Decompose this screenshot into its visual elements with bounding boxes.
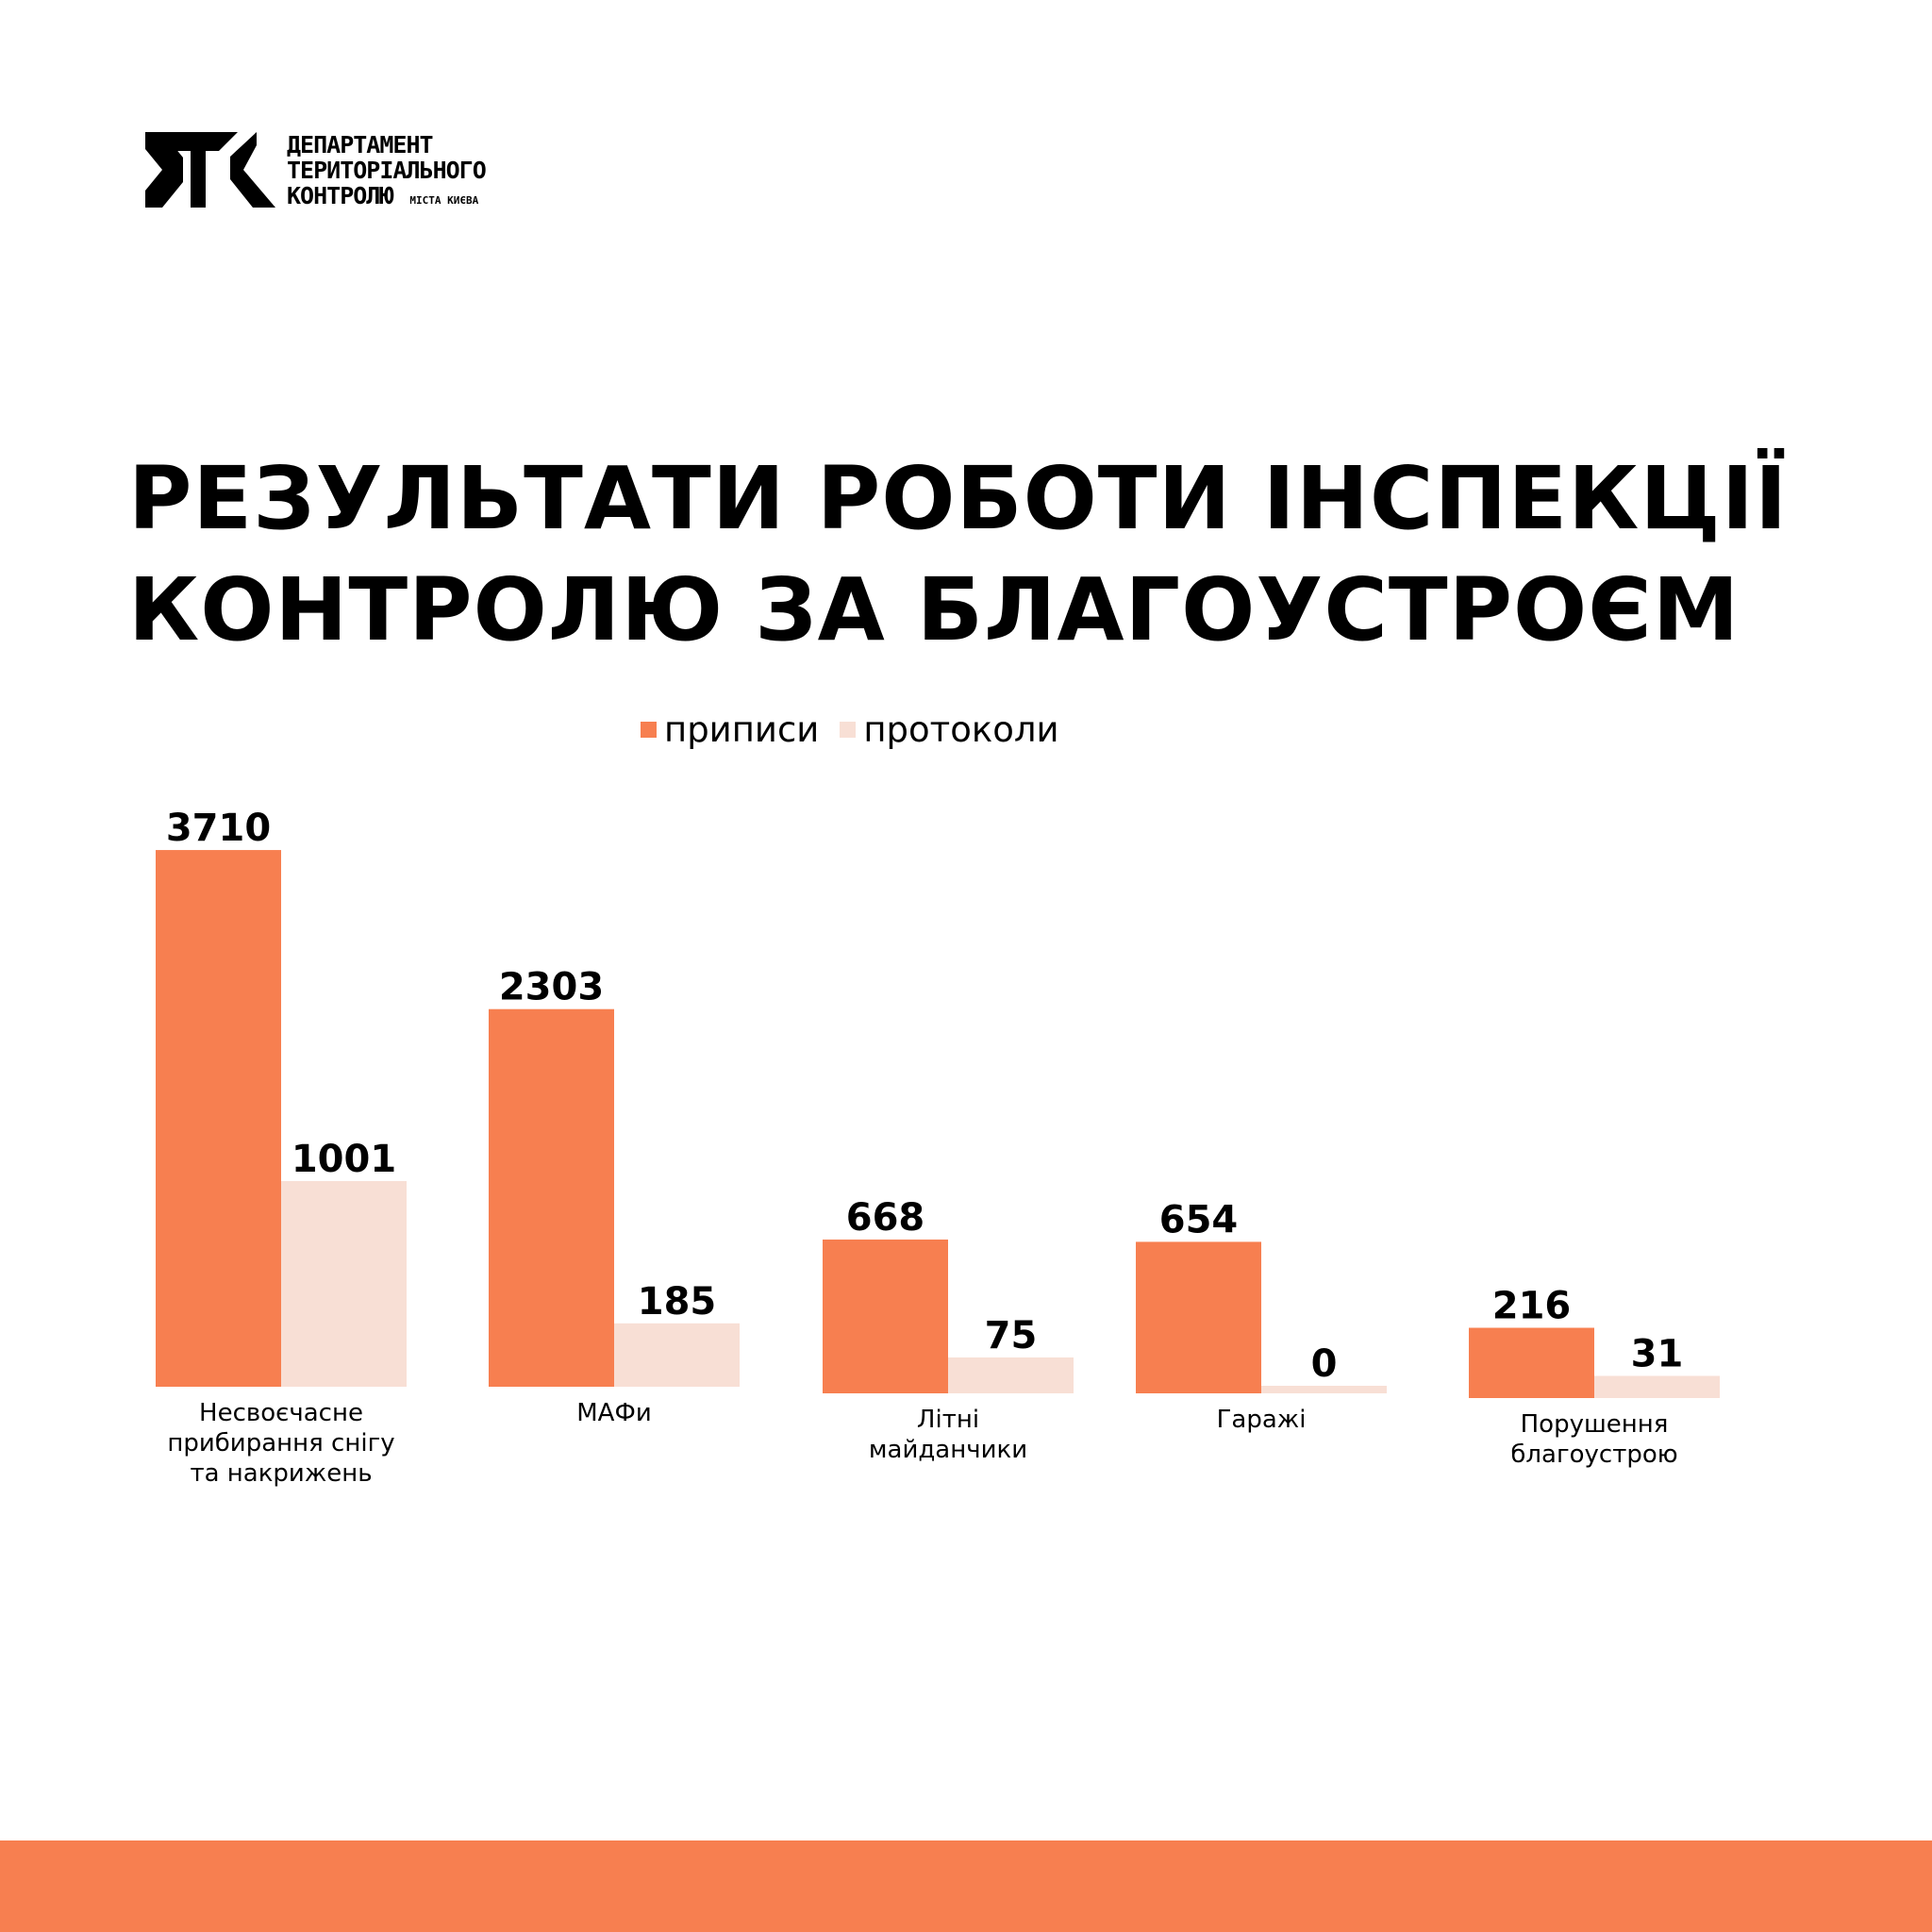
logo-line1: ДЕПАРТАМЕНТ bbox=[287, 131, 434, 158]
legend-item-prypysy: приписи bbox=[641, 709, 819, 750]
title-line2: КОНТРОЛЮ ЗА БЛАГОУСТРОЄМ bbox=[128, 559, 1740, 660]
data-label: 185 bbox=[638, 1280, 717, 1324]
bar bbox=[1261, 1386, 1387, 1393]
category-label: Порушення bbox=[1521, 1410, 1669, 1439]
category-label: Літні bbox=[917, 1406, 979, 1434]
bar bbox=[489, 1008, 614, 1387]
bar bbox=[614, 1323, 740, 1387]
data-label: 654 bbox=[1159, 1198, 1239, 1241]
data-label: 2303 bbox=[499, 966, 604, 1009]
data-label: 668 bbox=[846, 1196, 925, 1240]
bottom-bar bbox=[0, 1840, 1932, 1932]
bar bbox=[948, 1357, 1074, 1393]
page-title: РЕЗУЛЬТАТИ РОБОТИ ІНСПЕКЦІЇ КОНТРОЛЮ ЗА … bbox=[128, 443, 1788, 666]
bar bbox=[156, 850, 281, 1387]
category-label: Несвоєчасне bbox=[199, 1399, 363, 1427]
data-label: 216 bbox=[1492, 1285, 1572, 1328]
data-label: 31 bbox=[1631, 1332, 1684, 1375]
category-label: Гаражі bbox=[1217, 1406, 1307, 1434]
logo-sub: МІСТА КИЄВА bbox=[409, 194, 479, 207]
category-label: МАФи bbox=[576, 1399, 652, 1427]
legend-item-protokoly: протоколи bbox=[840, 709, 1059, 750]
bar bbox=[281, 1181, 407, 1387]
legend-label: приписи bbox=[664, 709, 820, 750]
data-label: 75 bbox=[985, 1314, 1038, 1357]
data-label: 3710 bbox=[166, 807, 271, 850]
bar bbox=[1594, 1375, 1720, 1398]
legend: приписи протоколи bbox=[641, 709, 1080, 750]
category-label: благоустрою bbox=[1510, 1441, 1677, 1469]
data-label: 0 bbox=[1311, 1342, 1338, 1386]
logo-line3: КОНТРОЛЮ bbox=[287, 182, 393, 209]
data-label: 1001 bbox=[291, 1138, 396, 1181]
category-label: прибирання снігу bbox=[167, 1429, 394, 1457]
category-label: майданчики bbox=[869, 1436, 1027, 1464]
legend-swatch bbox=[840, 722, 857, 738]
legend-swatch bbox=[641, 722, 657, 738]
bar bbox=[823, 1239, 948, 1393]
logo-mark bbox=[125, 132, 275, 208]
legend-label: протоколи bbox=[863, 709, 1059, 750]
title-line1: РЕЗУЛЬТАТИ РОБОТИ ІНСПЕКЦІЇ bbox=[128, 448, 1789, 549]
logo-line2: ТЕРИТОРІАЛЬНОГО bbox=[287, 157, 487, 184]
category-label: та накрижень bbox=[190, 1459, 372, 1488]
bar bbox=[1469, 1327, 1594, 1398]
logo-text: ДЕПАРТАМЕНТ ТЕРИТОРІАЛЬНОГО КОНТРОЛЮ МІСТ… bbox=[287, 131, 487, 213]
bar bbox=[1136, 1241, 1261, 1393]
